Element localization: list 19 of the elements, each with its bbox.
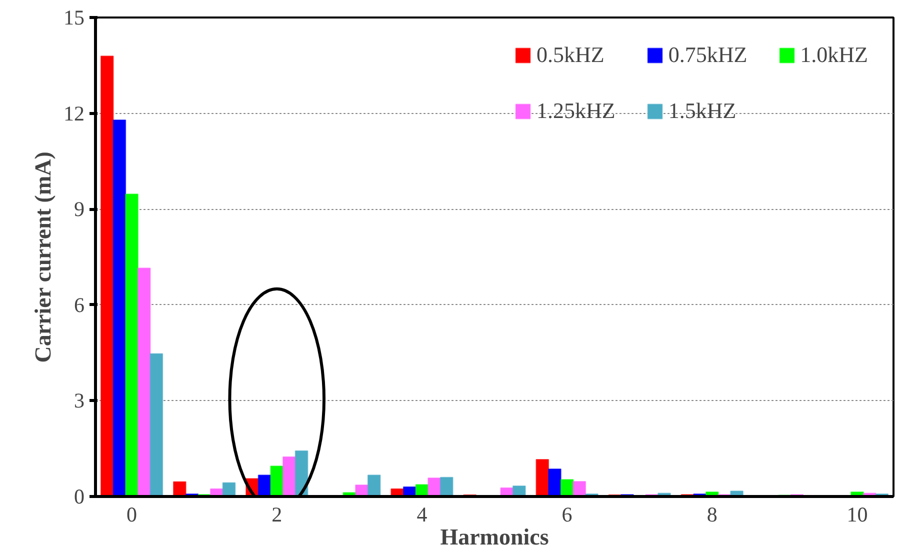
- legend-label: 1.0kHZ: [800, 42, 868, 68]
- y-tick-label: 9: [74, 197, 84, 222]
- legend-label: 0.75kHZ: [668, 42, 748, 68]
- x-axis-title: Harmonics: [440, 524, 549, 550]
- legend-label: 1.25kHZ: [536, 98, 616, 124]
- y-tick-label: 15: [64, 6, 84, 30]
- x-tick-label: 4: [416, 502, 428, 526]
- x-tick-label: 6: [562, 502, 572, 526]
- legend-label: 0.5kHZ: [536, 42, 604, 68]
- y-tick-label: 0: [74, 484, 84, 508]
- x-tick-label: 8: [706, 502, 718, 526]
- y-tick-label: 3: [74, 388, 84, 413]
- x-tick-label: 10: [846, 502, 868, 526]
- y-axis-title: Carrier current (mA): [30, 152, 56, 363]
- x-tick-label: 0: [126, 502, 138, 526]
- x-tick-label: 2: [272, 502, 282, 526]
- y-tick-label: 12: [64, 101, 84, 126]
- legend-label: 1.5kHZ: [668, 98, 736, 124]
- y-tick-label: 6: [74, 292, 84, 317]
